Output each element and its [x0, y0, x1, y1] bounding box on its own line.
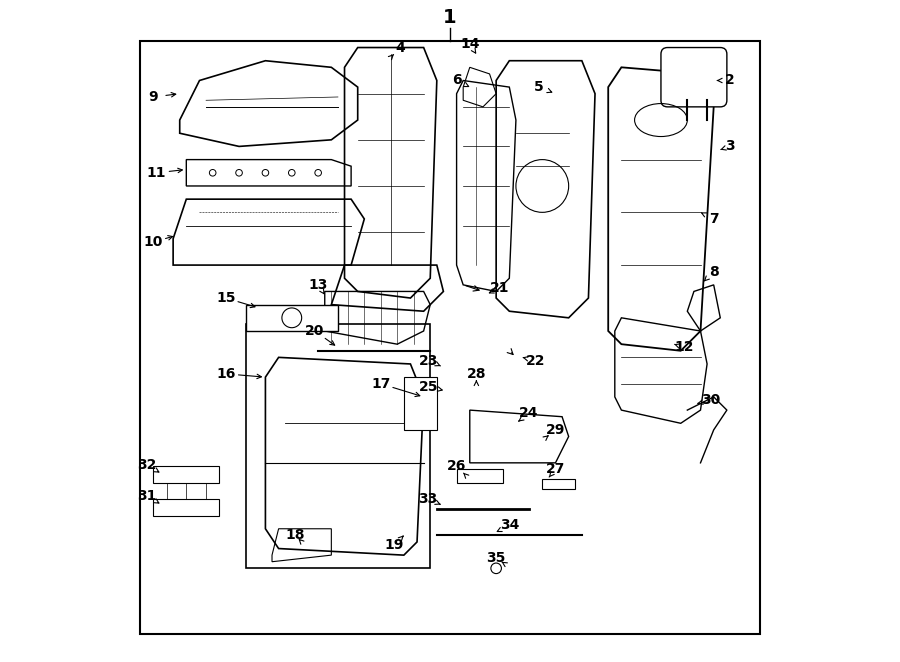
Text: 28: 28 — [466, 367, 486, 381]
Text: 16: 16 — [216, 367, 236, 381]
Text: 1: 1 — [443, 9, 457, 27]
FancyBboxPatch shape — [456, 469, 503, 483]
Text: 34: 34 — [500, 518, 519, 532]
Text: 11: 11 — [147, 166, 166, 180]
Text: 2: 2 — [725, 73, 735, 87]
FancyBboxPatch shape — [404, 377, 436, 430]
FancyBboxPatch shape — [661, 48, 727, 107]
Text: 29: 29 — [545, 423, 565, 437]
FancyBboxPatch shape — [543, 479, 575, 489]
Text: 6: 6 — [452, 73, 462, 87]
Text: 25: 25 — [419, 380, 438, 394]
Text: 21: 21 — [490, 281, 509, 295]
Text: 24: 24 — [519, 406, 539, 420]
Text: 31: 31 — [137, 489, 157, 503]
Text: 8: 8 — [709, 265, 718, 279]
Text: 30: 30 — [701, 393, 720, 407]
Text: 18: 18 — [285, 528, 305, 542]
Text: 35: 35 — [487, 551, 506, 565]
Text: 17: 17 — [371, 377, 391, 391]
Text: 27: 27 — [545, 463, 565, 477]
Text: 26: 26 — [447, 459, 466, 473]
Text: 12: 12 — [674, 340, 694, 354]
Text: 15: 15 — [216, 291, 236, 305]
Text: 33: 33 — [418, 492, 438, 506]
Text: 32: 32 — [137, 458, 157, 472]
Text: 10: 10 — [144, 235, 163, 249]
Text: 4: 4 — [396, 40, 405, 54]
Text: 13: 13 — [309, 278, 328, 292]
Text: 9: 9 — [148, 90, 158, 104]
Text: 20: 20 — [305, 324, 325, 338]
FancyBboxPatch shape — [140, 41, 760, 634]
Text: 7: 7 — [709, 212, 718, 226]
FancyBboxPatch shape — [246, 324, 430, 568]
FancyBboxPatch shape — [246, 305, 338, 331]
FancyBboxPatch shape — [153, 499, 220, 516]
Text: 3: 3 — [725, 140, 735, 154]
Text: 19: 19 — [384, 538, 404, 552]
FancyBboxPatch shape — [153, 466, 220, 483]
Text: 5: 5 — [534, 80, 544, 94]
Text: 22: 22 — [526, 354, 545, 367]
Text: 23: 23 — [419, 354, 438, 367]
Text: 14: 14 — [460, 37, 480, 51]
